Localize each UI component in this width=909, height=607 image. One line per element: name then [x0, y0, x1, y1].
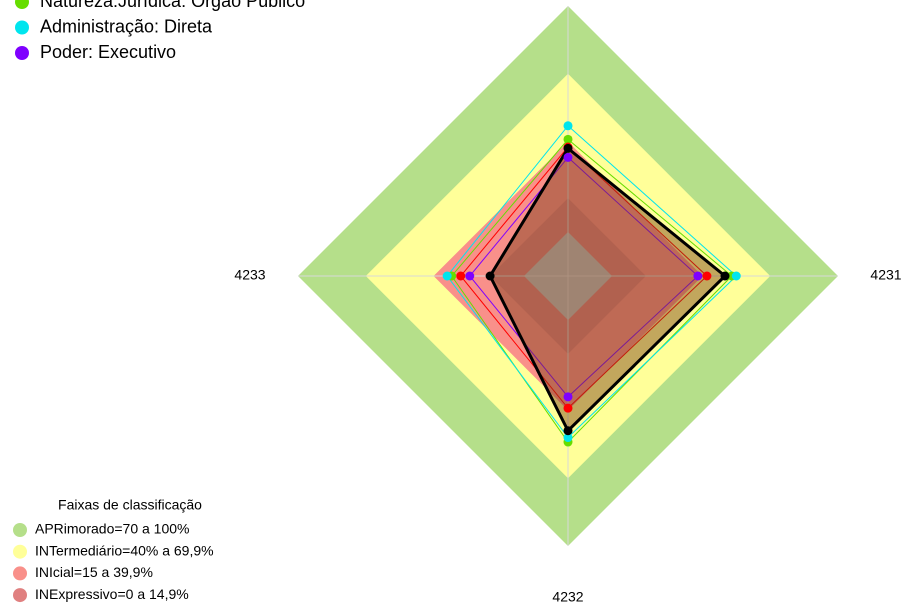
band-legend-label: INExpressivo=0 a 14,9%	[35, 586, 189, 602]
point	[563, 134, 573, 144]
legend-marker	[15, 0, 29, 9]
axis-label: 4233	[234, 267, 265, 283]
point	[702, 271, 712, 281]
band-legend-marker	[13, 544, 27, 559]
point	[563, 143, 573, 153]
bands-title: Faixas de classificação	[58, 497, 202, 513]
legend-marker	[15, 20, 29, 35]
legend-label: Natureza:Jurídica: Órgão Público	[40, 0, 305, 11]
legend-label: Poder: Executivo	[40, 42, 176, 62]
band-legend-label: APRimorado=70 a 100%	[35, 521, 190, 537]
legend-label: Administração: Direta	[40, 16, 213, 36]
band-legend-label: INIcial=15 a 39,9%	[35, 564, 153, 580]
point	[563, 121, 573, 131]
point	[563, 392, 573, 402]
point	[563, 426, 573, 436]
band-legend-marker	[13, 523, 27, 537]
point	[720, 271, 730, 281]
point	[731, 271, 741, 281]
band-legend-label: INTermediário=40% a 69,9%	[35, 542, 214, 558]
point	[485, 271, 495, 281]
axis-label: 4232	[552, 589, 583, 605]
point	[693, 271, 703, 281]
point	[465, 271, 475, 281]
point	[456, 271, 466, 281]
legend-marker	[15, 46, 29, 60]
point	[563, 403, 573, 413]
axis-label: 4231	[870, 267, 901, 283]
point	[563, 433, 573, 443]
point	[563, 152, 573, 162]
band-legend-marker	[13, 566, 27, 581]
band-legend-marker	[13, 588, 27, 603]
point	[442, 271, 452, 281]
